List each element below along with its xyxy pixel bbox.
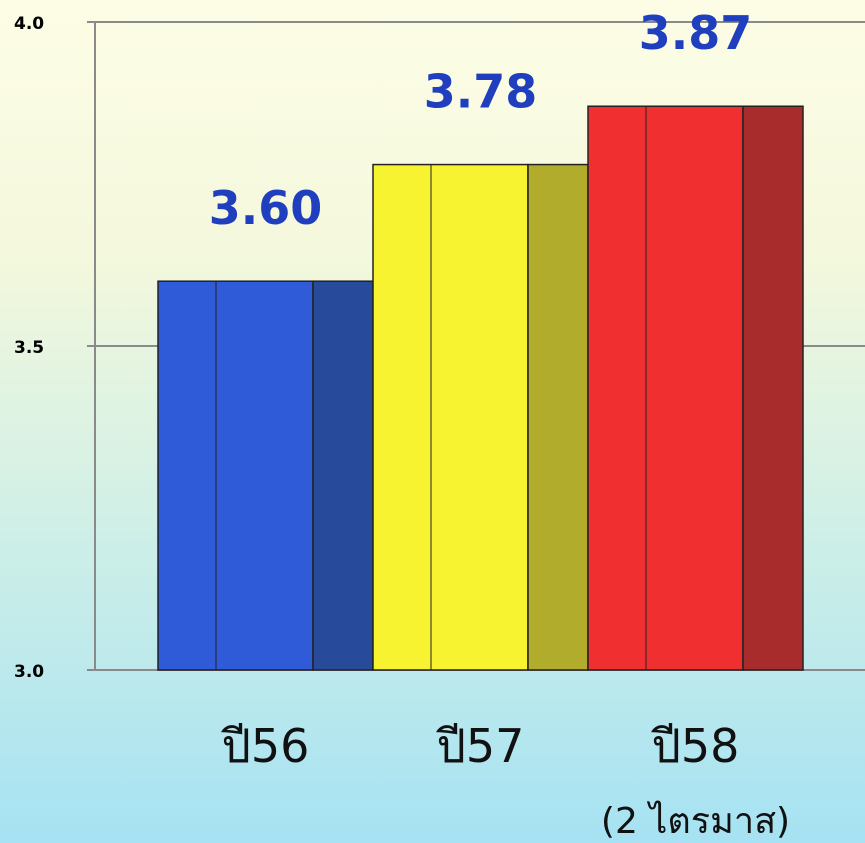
bar-side-3 bbox=[742, 105, 804, 671]
y-tick-label-0: 3.0 bbox=[14, 662, 44, 682]
bar-2 bbox=[372, 163, 589, 671]
y-tick-label-2: 4.0 bbox=[14, 14, 44, 34]
x-tick-label-1: ปี56 bbox=[220, 719, 309, 773]
x-tick-label-3: ปี58 bbox=[650, 719, 739, 773]
data-label-1: 3.60 bbox=[209, 181, 323, 235]
bar-front-2 bbox=[372, 163, 529, 671]
bar-front-3 bbox=[587, 105, 744, 671]
bar-3 bbox=[587, 105, 804, 671]
y-tick-label-1: 3.5 bbox=[14, 338, 44, 358]
labels-layer: 3.60 3.78 3.87 ปี56 ปี57 ปี58 (2 ไตรมาส) bbox=[209, 6, 790, 842]
data-label-3: 3.87 bbox=[639, 6, 753, 60]
bar-front-1 bbox=[157, 280, 314, 671]
bar-side-1 bbox=[312, 280, 374, 671]
x-tick-sublabel-3: (2 ไตรมาส) bbox=[601, 800, 790, 842]
x-tick-label-2: ปี57 bbox=[435, 719, 524, 773]
bars-layer bbox=[157, 105, 804, 671]
axis-layer: 3.0 3.5 4.0 bbox=[14, 14, 96, 682]
bar-side-2 bbox=[527, 163, 589, 671]
data-label-2: 3.78 bbox=[424, 65, 538, 119]
bar-1 bbox=[157, 280, 374, 671]
